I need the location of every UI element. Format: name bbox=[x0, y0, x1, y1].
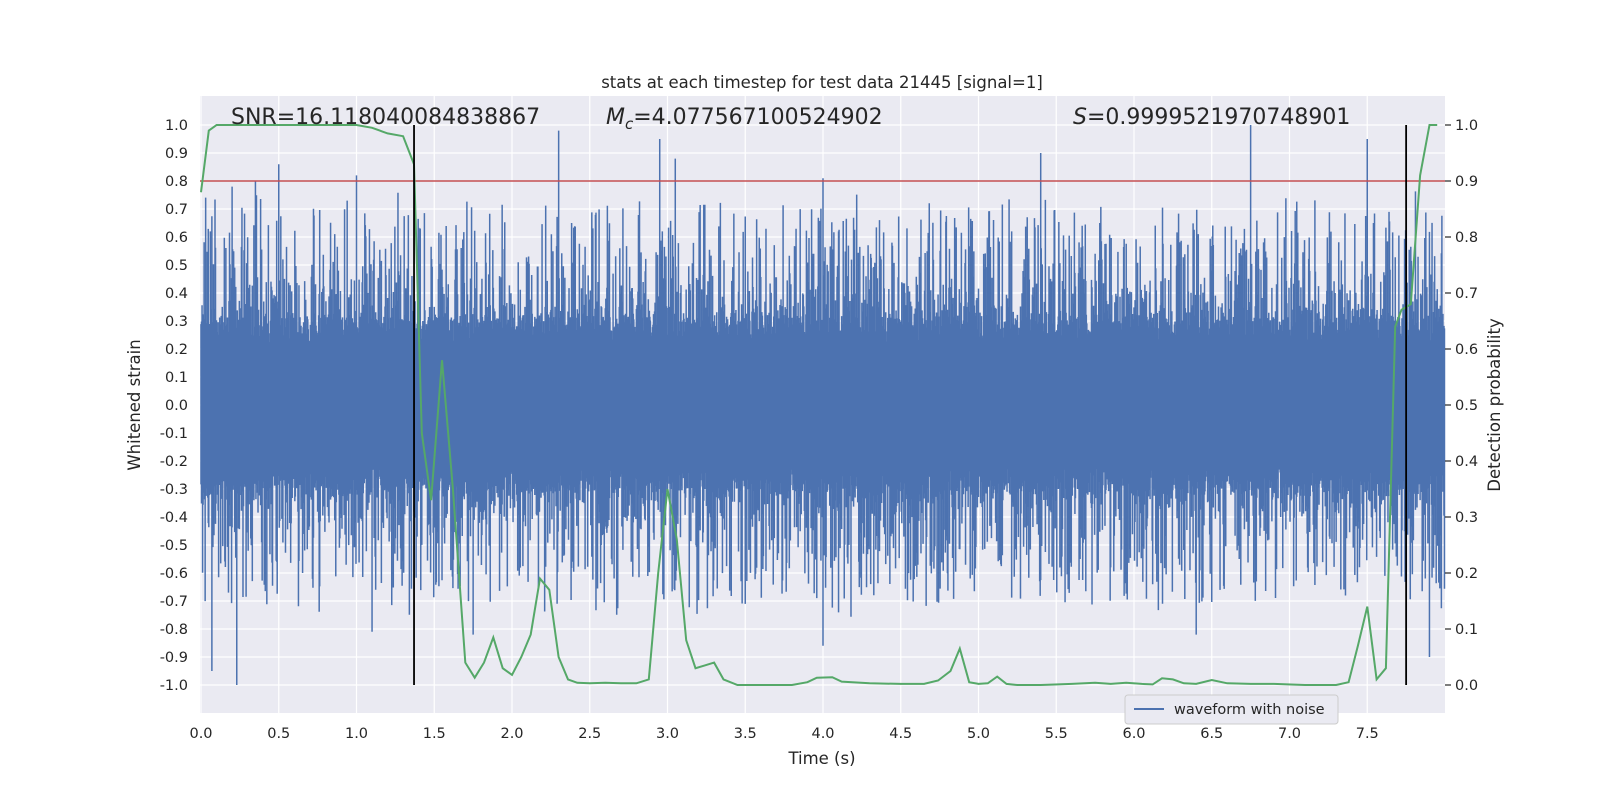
y-tick-label: -0.1 bbox=[160, 426, 188, 442]
y-right-tick-label: 0.8 bbox=[1455, 230, 1478, 246]
legend-label: waveform with noise bbox=[1174, 702, 1325, 718]
snr-annotation: SNR=16.118040084838867 bbox=[231, 105, 540, 130]
y-tick-label: -0.5 bbox=[160, 538, 188, 554]
y-right-tick-label: 0.0 bbox=[1455, 678, 1478, 694]
y-right-tick-label: 0.1 bbox=[1455, 622, 1478, 638]
y-tick-label: 0.3 bbox=[165, 314, 188, 330]
x-tick-label: 2.0 bbox=[500, 726, 523, 742]
y-tick-label: 0.4 bbox=[165, 286, 188, 302]
y-tick-label: 0.8 bbox=[165, 174, 188, 190]
y-tick-label: -0.4 bbox=[160, 510, 188, 526]
x-tick-label: 5.5 bbox=[1045, 726, 1068, 742]
y-right-tick-label: 0.4 bbox=[1455, 454, 1478, 470]
probability-series bbox=[200, 124, 1438, 686]
x-tick-label: 3.5 bbox=[734, 726, 757, 742]
y-tick-label: -0.9 bbox=[160, 650, 188, 666]
waveform-series bbox=[200, 125, 1446, 685]
y-right-tick-label: 1.0 bbox=[1455, 118, 1478, 134]
y-tick-label: 0.1 bbox=[165, 370, 188, 386]
x-tick-label: 7.5 bbox=[1356, 726, 1379, 742]
x-tick-label: 5.0 bbox=[967, 726, 990, 742]
y-tick-label: 0.5 bbox=[165, 258, 188, 274]
y-right-tick-label: 0.7 bbox=[1455, 286, 1478, 302]
x-axis-ticks: 0.0 0.5 1.0 1.5 2.0 2.5 3.0 3.5 4.0 4.5 5.0 5.5 6.0 6… bbox=[189, 726, 1378, 742]
y-tick-label: 0.7 bbox=[165, 202, 188, 218]
y-tick-label: -0.2 bbox=[160, 454, 188, 470]
x-tick-label: 6.5 bbox=[1200, 726, 1223, 742]
y-tick-label: -0.7 bbox=[160, 594, 188, 610]
x-tick-label: 7.0 bbox=[1278, 726, 1301, 742]
y-right-tick-label: 0.6 bbox=[1455, 342, 1478, 358]
y-tick-label: -0.3 bbox=[160, 482, 188, 498]
y-tick-label: 1.0 bbox=[165, 118, 188, 134]
legend-box bbox=[1124, 694, 1339, 725]
x-tick-label: 3.0 bbox=[656, 726, 679, 742]
y-tick-label: 0.9 bbox=[165, 146, 188, 162]
chart-title: stats at each timestep for test data 214… bbox=[601, 73, 1043, 92]
x-tick-label: 0.5 bbox=[267, 726, 290, 742]
x-axis-label: Time (s) bbox=[787, 749, 855, 768]
y-tick-label: 0.6 bbox=[165, 230, 188, 246]
x-tick-label: 4.0 bbox=[811, 726, 834, 742]
waveform-core bbox=[201, 349, 1445, 461]
x-tick-label: 1.5 bbox=[423, 726, 446, 742]
y-right-tick-label: 0.9 bbox=[1455, 174, 1478, 190]
probability-line bbox=[200, 124, 1438, 686]
y-tick-label: 0.0 bbox=[165, 398, 188, 414]
y-right-tick-label: 0.5 bbox=[1455, 398, 1478, 414]
y-right-tick-label: 0.2 bbox=[1455, 566, 1478, 582]
score-annotation: S=0.9999521970748901 bbox=[1073, 105, 1350, 130]
y-tick-label: -0.8 bbox=[160, 622, 188, 638]
y-axis-ticks: 1.0 0.9 0.8 0.7 0.6 0.5 0.4 0.3 0.2 0.1 0.0 -0.1 -0.… bbox=[160, 118, 188, 694]
y-axis-label: Whitened strain bbox=[125, 339, 144, 470]
y-tick-label: 0.2 bbox=[165, 342, 188, 358]
y-tick-label: -1.0 bbox=[160, 678, 188, 694]
x-tick-label: 4.5 bbox=[889, 726, 912, 742]
x-tick-label: 0.0 bbox=[189, 726, 212, 742]
x-tick-label: 6.0 bbox=[1122, 726, 1145, 742]
y-right-axis-label: Detection probability bbox=[1485, 318, 1504, 492]
x-tick-label: 1.0 bbox=[345, 726, 368, 742]
y-right-axis-ticks: 1.0 0.9 0.8 0.7 0.6 0.5 0.4 0.3 0.2 0.1 0.0 bbox=[1445, 118, 1478, 694]
vertical-markers bbox=[413, 125, 1408, 685]
y-tick-label: -0.6 bbox=[160, 566, 188, 582]
x-tick-label: 2.5 bbox=[578, 726, 601, 742]
chirp-mass-annotation: Mc=4.077567100524902 bbox=[606, 105, 883, 133]
y-right-tick-label: 0.3 bbox=[1455, 510, 1478, 526]
legend: waveform with noise bbox=[1124, 694, 1339, 725]
